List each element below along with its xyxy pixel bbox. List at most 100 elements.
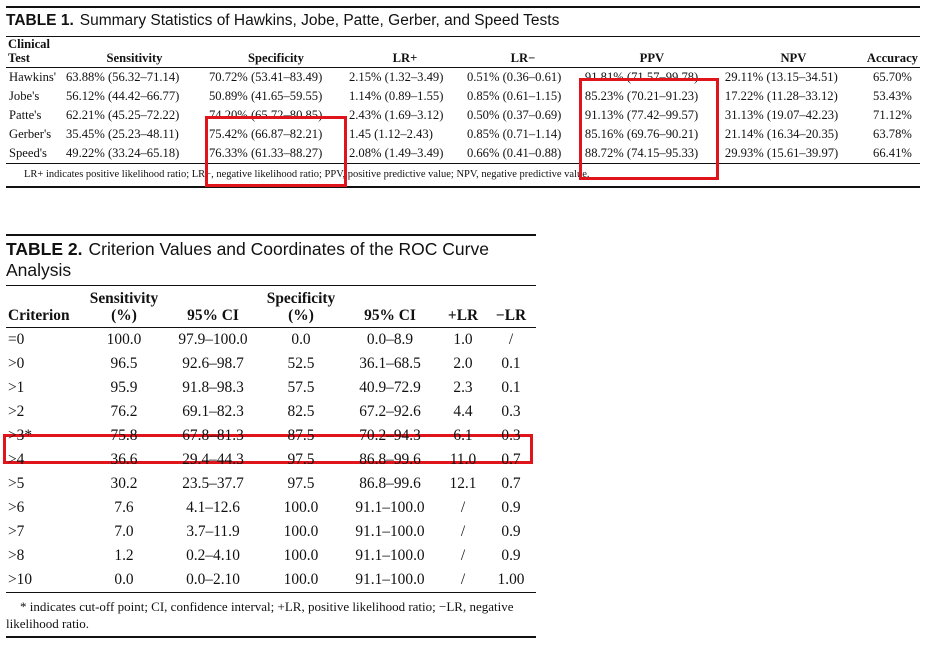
- cell-lr-neg: 0.7: [501, 475, 521, 492]
- cell-test: Hawkins': [9, 70, 57, 84]
- cell-criterion: >2: [8, 403, 25, 420]
- table-row: >2 76.2 69.1–82.3 82.5 67.2–92.6 4.4 0.3: [6, 400, 536, 424]
- table-2-grid: Criterion Sensitivity (%) 95% CI Specific…: [6, 285, 536, 593]
- cell-ci2: 91.1–100.0: [355, 547, 425, 564]
- cell-lr-pos: 1.0: [453, 331, 473, 348]
- table-2: TABLE 2. Criterion Values and Coordinates…: [6, 234, 536, 638]
- table-1-caption: TABLE 1. Summary Statistics of Hawkins, J…: [6, 6, 920, 36]
- table-row: >4 36.6 29.4–44.3 97.5 86.8–99.6 11.0 0.7: [6, 448, 536, 472]
- cell-ppv: 91.13% (77.42–99.57): [584, 108, 699, 122]
- cell-specificity: 76.33% (61.33–88.27): [205, 144, 346, 164]
- cell-lr-pos: 2.08% (1.49–3.49): [345, 144, 464, 164]
- cell-sensitivity: 76.2: [110, 403, 138, 420]
- cell-lr-pos: 2.15% (1.32–3.49): [348, 70, 444, 84]
- header-accuracy: Accuracy: [864, 36, 920, 68]
- cell-sensitivity: 62.21% (45.25–72.22): [65, 108, 180, 122]
- cell-test: Patte's: [9, 108, 42, 122]
- header-specificity-pct: Specificity (%): [262, 285, 340, 328]
- cell-lr-pos: 2.43% (1.69–3.12): [348, 108, 444, 122]
- cell-criterion: >3*: [8, 427, 33, 444]
- cell-ci1: 0.2–4.10: [186, 547, 240, 564]
- table-1-label: TABLE 1.: [6, 12, 74, 29]
- cell-sensitivity: 49.22% (33.24–65.18): [62, 144, 206, 164]
- cell-ci1: 23.5–37.7: [182, 475, 244, 492]
- cell-test: Speed's: [6, 144, 63, 164]
- cell-specificity: 50.89% (41.65–59.55): [208, 89, 323, 103]
- cell-lr-neg: 0.51% (0.36–0.61): [466, 70, 562, 84]
- cell-lr-neg: 0.1: [501, 379, 521, 396]
- cell-lr-neg: 0.3: [501, 403, 521, 420]
- cell-criterion: >0: [8, 355, 25, 372]
- table-row: Speed's 49.22% (33.24–65.18) 76.33% (61.…: [6, 144, 920, 164]
- cell-sensitivity: 30.2: [110, 475, 138, 492]
- cell-ppv: 91.81% (71.57–99.78): [584, 70, 699, 84]
- cell-specificity: 100.0: [283, 547, 319, 564]
- cell-lr-pos: /: [460, 523, 466, 540]
- cell-test: Jobe's: [9, 89, 40, 103]
- cell-accuracy: 66.41%: [864, 144, 920, 164]
- header-lr-neg: LR−: [463, 36, 582, 68]
- cell-specificity: 100.0: [262, 568, 340, 593]
- cell-lr-neg: 0.7: [501, 451, 521, 468]
- cell-specificity: 52.5: [287, 355, 315, 372]
- cell-npv: 21.14% (16.34–20.35): [724, 127, 839, 141]
- cell-lr-neg: 0.3: [501, 427, 521, 444]
- cell-npv: 31.13% (19.07–42.23): [724, 108, 839, 122]
- cell-specificity: 0.0: [291, 331, 311, 348]
- table-row: Hawkins' 63.88% (56.32–71.14) 70.72% (53…: [6, 68, 920, 88]
- cell-npv: 17.22% (11.28–33.12): [724, 89, 838, 103]
- cell-sensitivity: 63.88% (56.32–71.14): [65, 70, 180, 84]
- cell-lr-neg: 0.66% (0.41–0.88): [463, 144, 582, 164]
- cell-lr-pos: 2.3: [453, 379, 473, 396]
- cell-lr-pos: /: [440, 568, 486, 593]
- cell-sensitivity: 75.8: [110, 427, 138, 444]
- table-row: =0 100.0 97.9–100.0 0.0 0.0–8.9 1.0 /: [6, 328, 536, 353]
- cell-test: Gerber's: [9, 127, 52, 141]
- table-row: >0 96.5 92.6–98.7 52.5 36.1–68.5 2.0 0.1: [6, 352, 536, 376]
- table-2-header-row: Criterion Sensitivity (%) 95% CI Specific…: [6, 285, 536, 328]
- cell-ci1: 69.1–82.3: [182, 403, 244, 420]
- cell-sensitivity: 7.6: [114, 499, 134, 516]
- table-2-label: TABLE 2.: [6, 239, 83, 259]
- header-sensitivity: Sensitivity: [62, 36, 206, 68]
- cell-criterion: >1: [8, 379, 25, 396]
- cell-accuracy: 63.78%: [873, 127, 912, 141]
- cell-sensitivity: 1.2: [114, 547, 134, 564]
- cell-ci1: 92.6–98.7: [182, 355, 244, 372]
- table-row: >1 95.9 91.8–98.3 57.5 40.9–72.9 2.3 0.1: [6, 376, 536, 400]
- header-clinical-test: Clinical Test: [6, 36, 63, 68]
- cell-sensitivity: 36.6: [110, 451, 138, 468]
- table-1-header-row: Clinical Test Sensitivity Specificity LR+…: [6, 36, 920, 68]
- cell-criterion: =0: [8, 331, 25, 348]
- cell-ci2: 67.2–92.6: [359, 403, 421, 420]
- cell-npv: 29.93% (15.61–39.97): [721, 144, 865, 164]
- cell-lr-neg: 0.85% (0.61–1.15): [466, 89, 562, 103]
- cell-ci2: 91.1–100.0: [340, 568, 440, 593]
- cell-lr-pos: 4.4: [453, 403, 473, 420]
- cell-lr-neg: 0.50% (0.37–0.69): [466, 108, 562, 122]
- cell-ppv: 88.72% (74.15–95.33): [581, 144, 722, 164]
- cell-ci2: 86.8–99.6: [359, 475, 421, 492]
- header-ppv: PPV: [581, 36, 722, 68]
- cell-lr-pos: /: [460, 499, 466, 516]
- cell-ci2: 86.8–99.6: [359, 451, 421, 468]
- cell-accuracy: 53.43%: [873, 89, 912, 103]
- cell-specificity: 97.5: [287, 475, 315, 492]
- table-row: >7 7.0 3.7–11.9 100.0 91.1–100.0 / 0.9: [6, 520, 536, 544]
- cell-ci1: 0.0–2.10: [164, 568, 262, 593]
- cell-ppv: 85.16% (69.76–90.21): [584, 127, 699, 141]
- table-row: Gerber's 35.45% (25.23–48.11) 75.42% (66…: [6, 125, 920, 144]
- table-1-title: Summary Statistics of Hawkins, Jobe, Pat…: [79, 12, 560, 29]
- table-1-footnote: LR+ indicates positive likelihood ratio;…: [6, 164, 920, 188]
- cell-lr-pos: 6.1: [453, 427, 473, 444]
- header-plus-lr: +LR: [440, 285, 486, 328]
- table-row: >8 1.2 0.2–4.10 100.0 91.1–100.0 / 0.9: [6, 544, 536, 568]
- header-ci-2: 95% CI: [340, 285, 440, 328]
- table-2-title: Criterion Values and Coordinates of the …: [6, 239, 489, 280]
- cell-sensitivity: 95.9: [110, 379, 138, 396]
- cell-ci2: 40.9–72.9: [359, 379, 421, 396]
- header-specificity: Specificity: [205, 36, 346, 68]
- cell-lr-neg: 0.1: [501, 355, 521, 372]
- cell-lr-neg: /: [508, 331, 514, 348]
- cell-ci1: 3.7–11.9: [186, 523, 240, 540]
